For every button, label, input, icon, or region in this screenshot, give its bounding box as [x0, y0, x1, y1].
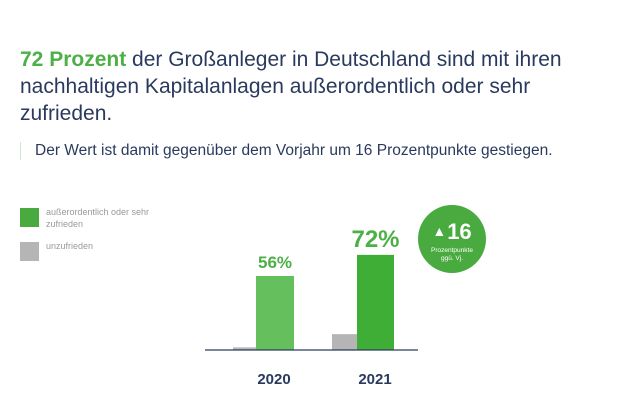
- data-label-2020: 56%: [258, 253, 292, 272]
- bar-unsatisfied-2020: [233, 347, 257, 350]
- subline: Der Wert ist damit gegenüber dem Vorjahr…: [20, 142, 620, 160]
- legend-label-unsatisfied: unzufrieden: [46, 241, 94, 251]
- legend-swatch-unsatisfied: [20, 242, 39, 261]
- bar-unsatisfied-2021: [332, 334, 358, 350]
- triangle-up-icon: ▲: [432, 223, 447, 239]
- badge-label-line2: ggü. Vj.: [440, 255, 464, 262]
- badge-label: Prozentpunkte ggü. Vj.: [418, 247, 486, 263]
- headline-highlight: 72 Prozent: [20, 48, 127, 71]
- data-label-2021: 72%: [351, 226, 399, 253]
- bar-satisfied-2020: [256, 276, 294, 350]
- change-badge: ▲16 Prozentpunkte ggü. Vj.: [418, 205, 486, 273]
- badge-value-row: ▲16: [418, 219, 486, 244]
- bar-satisfied-2021: [357, 254, 394, 350]
- badge-value: 16: [447, 219, 472, 244]
- legend-swatch-satisfied: [20, 208, 39, 227]
- x-tick-label-2020: 2020: [257, 371, 290, 388]
- legend-label-satisfied: außerordentlich oder sehr zufrieden: [46, 207, 150, 229]
- badge-label-line1: Prozentpunkte: [431, 247, 473, 254]
- headline: 72 Prozent der Großanleger in Deutschlan…: [20, 46, 610, 127]
- headline-text: der Großanleger in Deutschland sind mit …: [20, 48, 562, 125]
- x-tick-label-2021: 2021: [358, 371, 391, 388]
